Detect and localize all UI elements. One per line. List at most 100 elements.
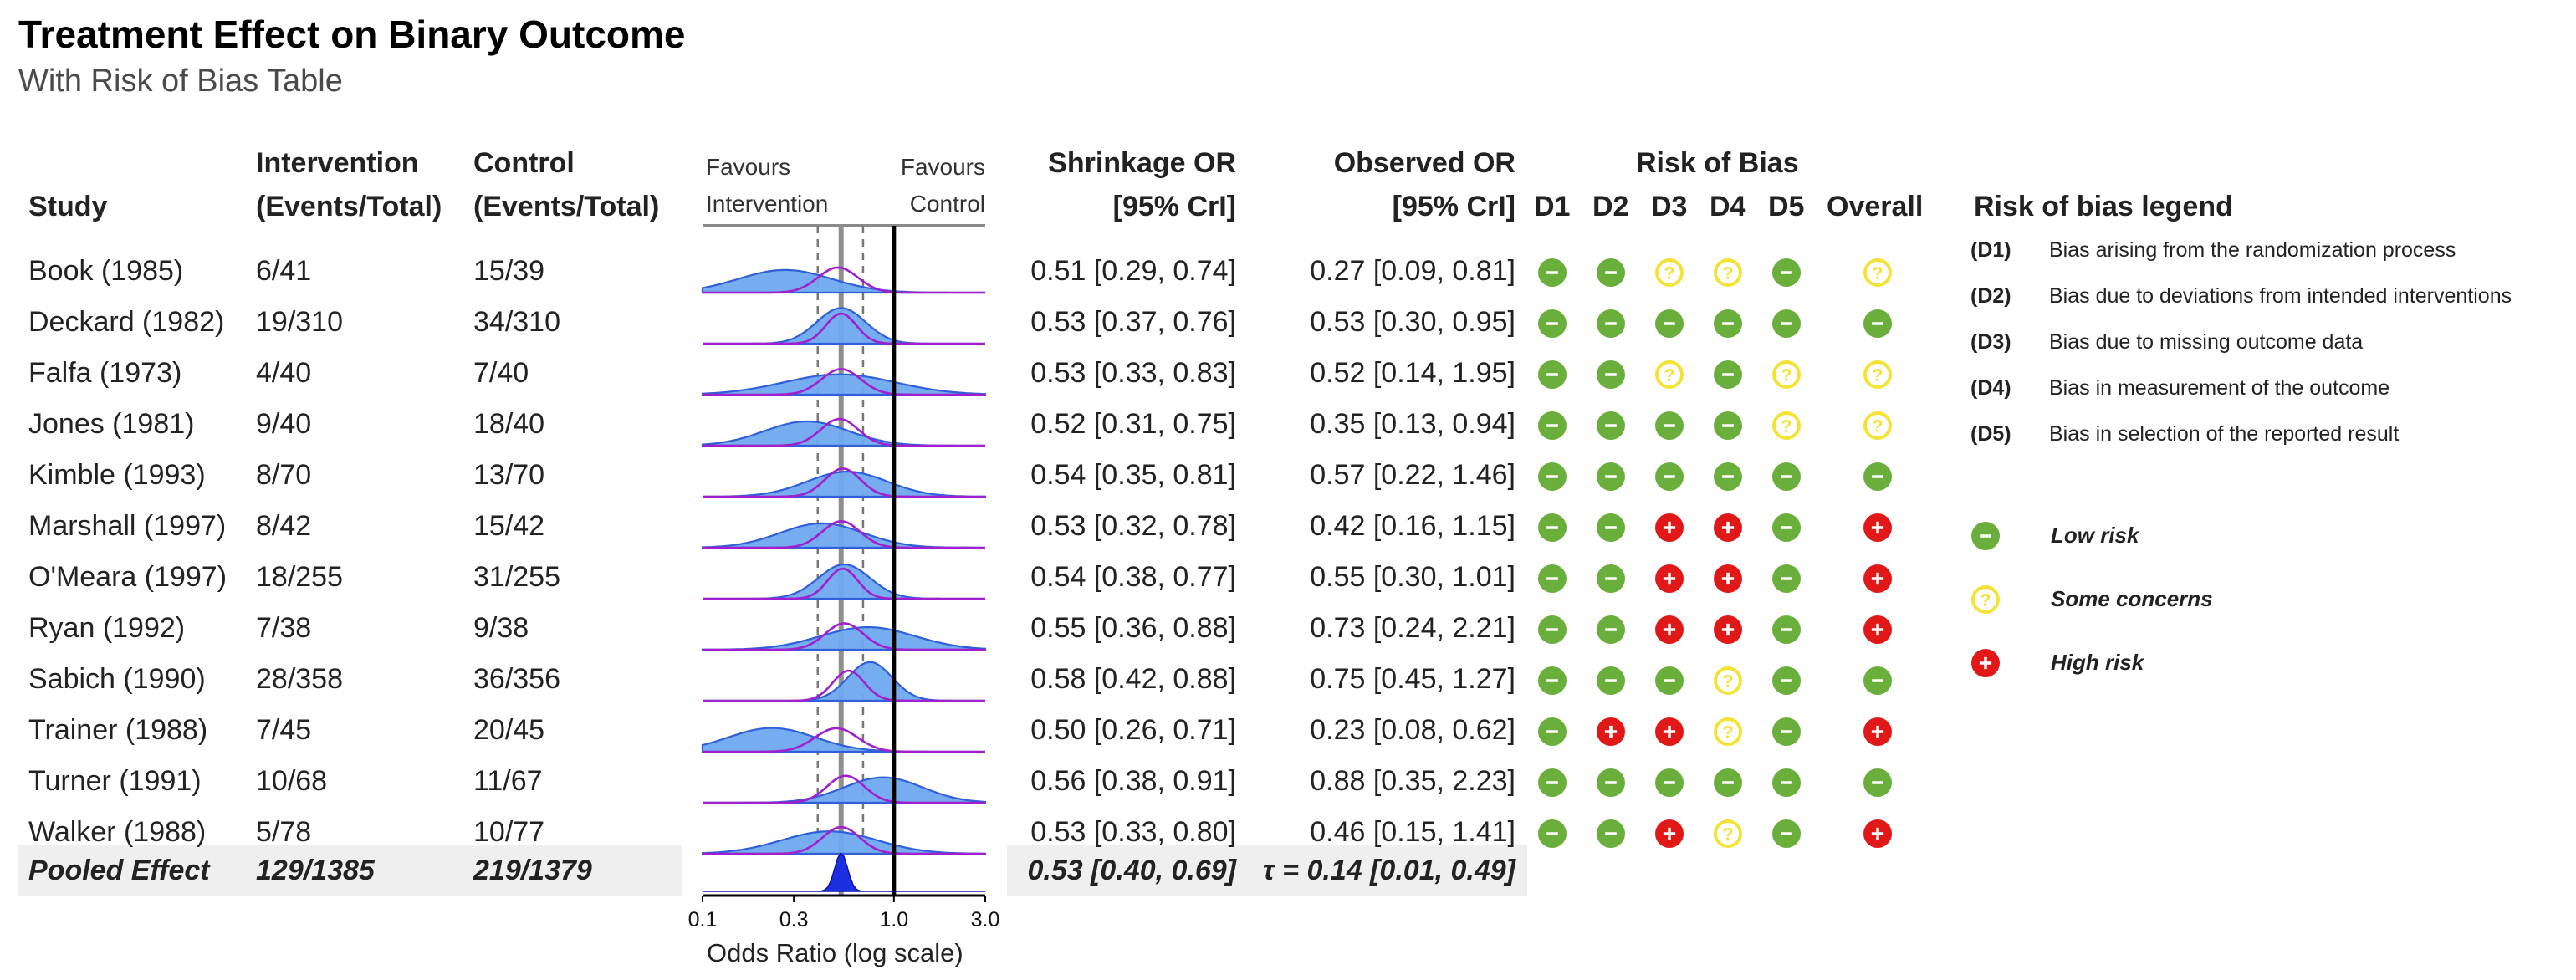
rob-d4-low	[1714, 768, 1742, 797]
question-icon-glyph: ?	[1664, 365, 1675, 385]
rob-legend-description: Bias in measurement of the outcome	[2049, 376, 2390, 400]
rob-d3-high	[1655, 717, 1684, 746]
question-icon	[1772, 360, 1801, 389]
chart-subtitle: With Risk of Bias Table	[18, 64, 343, 99]
observed-or: 0.57 [0.22, 1.46]	[1310, 459, 1515, 491]
rob-d3-high	[1655, 615, 1684, 644]
pooled-tau: τ = 0.14 [0.01, 0.49]	[1262, 855, 1515, 886]
rob-d1-low	[1538, 360, 1567, 389]
study-name: Trainer (1988)	[28, 714, 208, 746]
rob-d2-low	[1597, 360, 1625, 389]
rob-legend-code: (D5)	[1970, 422, 2011, 446]
rob-d1-low	[1538, 462, 1567, 491]
rob-legend-code: (D1)	[1970, 238, 2011, 262]
shrinkage-density	[703, 774, 985, 804]
rob-d1-low	[1538, 666, 1567, 695]
shrinkage-density	[703, 368, 985, 396]
rob-overall-low	[1863, 309, 1892, 338]
shrinkage-density	[703, 266, 985, 294]
question-icon-glyph: ?	[1781, 365, 1792, 385]
rob-legend-icon-some: ?	[1971, 585, 2000, 614]
pooled-density	[703, 851, 985, 892]
rob-overall-some: ?	[1863, 258, 1892, 287]
rob-d2-low	[1597, 309, 1625, 338]
favours-intervention-line2: Intervention	[706, 191, 829, 217]
rob-legend-level-label: Low risk	[2051, 523, 2139, 548]
observed-density	[701, 727, 985, 753]
shrinkage-density	[703, 312, 985, 345]
observed-or: 0.88 [0.35, 2.23]	[1310, 765, 1515, 797]
rob-d4-low	[1714, 411, 1742, 440]
rob-d1-low	[1538, 411, 1567, 440]
rob-d2-low	[1597, 462, 1625, 491]
rob-d4-low	[1714, 462, 1742, 491]
observed-or: 0.53 [0.30, 0.95]	[1310, 306, 1515, 338]
rob-d4-high	[1714, 615, 1742, 644]
shrinkage-or: 0.52 [0.31, 0.75]	[1030, 408, 1236, 440]
rob-d3-high	[1655, 513, 1684, 542]
header-control-line2: (Events/Total)	[473, 191, 660, 222]
control-events: 15/42	[473, 510, 545, 542]
header-overall: Overall	[1827, 191, 1924, 222]
rob-d4-some: ?	[1714, 258, 1742, 287]
study-name: Jones (1981)	[28, 408, 195, 440]
pooled-row-band-left	[18, 845, 682, 896]
intervention-events: 4/40	[256, 357, 312, 389]
observed-or: 0.75 [0.45, 1.27]	[1310, 663, 1515, 695]
shrinkage-or: 0.54 [0.38, 0.77]	[1030, 561, 1236, 593]
rob-overall-high	[1863, 717, 1892, 746]
intervention-events: 7/38	[256, 612, 312, 644]
shrinkage-or: 0.50 [0.26, 0.71]	[1030, 714, 1236, 746]
rob-d3-some: ?	[1655, 360, 1684, 389]
shrinkage-or: 0.53 [0.32, 0.78]	[1030, 510, 1236, 542]
intervention-events: 19/310	[256, 306, 343, 338]
rob-d5-low	[1772, 564, 1801, 593]
header-d1: D1	[1534, 191, 1571, 222]
header-risk-of-bias: Risk of Bias	[1636, 147, 1799, 179]
study-name: Sabich (1990)	[28, 663, 206, 695]
shrinkage-or: 0.58 [0.42, 0.88]	[1030, 663, 1236, 695]
intervention-events: 10/68	[256, 765, 328, 797]
rob-overall-high	[1863, 615, 1892, 644]
header-d3: D3	[1651, 191, 1688, 222]
pooled-intervention: 129/1385	[256, 855, 375, 886]
rob-d4-some: ?	[1714, 717, 1742, 746]
header-shrinkage-line1: Shrinkage OR	[1048, 147, 1236, 179]
rob-d4-some: ?	[1714, 819, 1742, 848]
intervention-events: 6/41	[256, 255, 312, 287]
rob-d3-low	[1655, 309, 1684, 338]
rob-overall-low	[1863, 666, 1892, 695]
study-name: Falfa (1973)	[28, 357, 182, 389]
rob-d4-high	[1714, 564, 1742, 593]
question-icon	[1714, 819, 1742, 848]
x-tick-label: 3.0	[971, 908, 1000, 932]
observed-density	[701, 373, 987, 396]
rob-overall-high	[1863, 819, 1892, 848]
observed-or: 0.42 [0.16, 1.15]	[1310, 510, 1515, 542]
question-icon-glyph: ?	[1781, 416, 1792, 436]
rob-legend-title: Risk of bias legend	[1974, 191, 2233, 222]
rob-legend-code: (D3)	[1970, 330, 2011, 354]
observed-or: 0.73 [0.24, 2.21]	[1310, 612, 1515, 644]
pooled-control: 219/1379	[473, 855, 592, 886]
header-observed-line1: Observed OR	[1333, 147, 1515, 179]
intervention-events: 28/358	[256, 663, 343, 695]
rob-d2-low	[1597, 258, 1625, 287]
rob-d5-low	[1772, 768, 1801, 797]
control-events: 15/39	[473, 255, 545, 287]
study-name: Ryan (1992)	[28, 612, 186, 644]
rob-legend-description: Bias in selection of the reported result	[2049, 422, 2400, 446]
rob-legend-code: (D2)	[1970, 284, 2011, 308]
rob-legend-level-label: Some concerns	[2051, 586, 2213, 611]
shrinkage-density	[703, 622, 985, 651]
shrinkage-density	[703, 417, 985, 447]
rob-d1-low	[1538, 615, 1567, 644]
rob-d3-low	[1655, 411, 1684, 440]
rob-legend-code: (D4)	[1970, 376, 2011, 400]
intervention-events: 18/255	[256, 561, 343, 593]
shrinkage-or: 0.54 [0.35, 0.81]	[1030, 459, 1236, 491]
shrinkage-density	[703, 825, 985, 855]
observed-or: 0.55 [0.30, 1.01]	[1310, 561, 1515, 593]
rob-d5-low	[1772, 258, 1801, 287]
